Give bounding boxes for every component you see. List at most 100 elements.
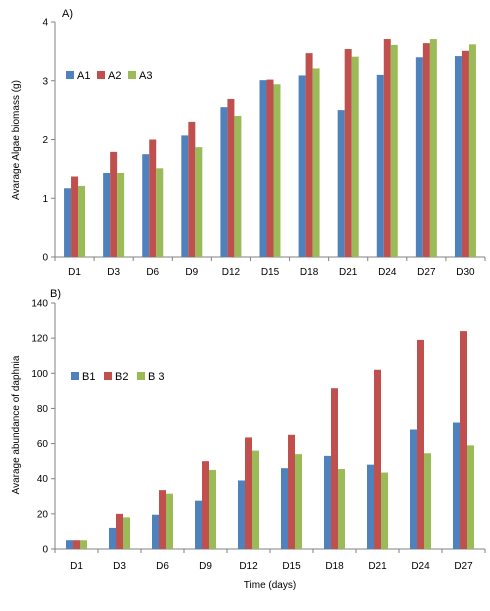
x-tick-label: D1 (68, 267, 81, 278)
bar-b3-d27 (467, 445, 474, 549)
bar-a3-d30 (468, 44, 476, 257)
y-tick-label: 40 (37, 474, 49, 485)
bar-a1-d15 (259, 80, 267, 257)
x-tick-label: D24 (411, 561, 430, 572)
x-tick-label: D21 (368, 561, 387, 572)
bar-b3-d1 (80, 540, 87, 549)
x-tick-label: D9 (199, 561, 212, 572)
legend-label-a1: A1 (77, 70, 90, 82)
legend-label-b2: B2 (115, 371, 128, 383)
bar-a3-d15 (273, 84, 281, 257)
bar-a2-d24 (383, 39, 391, 257)
bar-a3-d18 (312, 68, 320, 257)
legend-label-a2: A2 (108, 70, 121, 82)
legend-swatch-b3 (137, 372, 145, 380)
legend-swatch-a3 (128, 71, 136, 79)
bar-b2-d24 (417, 339, 424, 549)
bar-b1-d27 (453, 422, 460, 549)
legend: B1 B2 B 3 (71, 371, 165, 383)
bar-b1-d1 (66, 540, 73, 549)
y-axis-label: Avarage Algae biomass (g) (11, 80, 22, 200)
bar-a3-d12 (234, 116, 242, 257)
bar-b3-d3 (123, 517, 130, 549)
bar-a2-d12 (227, 98, 235, 258)
bar-a1-d6 (142, 154, 150, 257)
y-axis-label: Avarage abundance of daphnia (11, 355, 22, 494)
bar-b1-d15 (281, 468, 288, 549)
bar-b3-d24 (424, 453, 431, 549)
legend-label-b3: B 3 (148, 371, 165, 383)
bar-a2-d9 (188, 121, 196, 258)
bar-b3-d15 (295, 454, 302, 549)
bar-a3-d1 (78, 185, 86, 257)
x-tick-label: D18 (300, 267, 319, 278)
bar-a3-d6 (156, 168, 164, 257)
chart-algae-biomass: A) Avarage Algae biomass (g) A1 A2 A3 0 1… (11, 8, 486, 278)
legend-swatch-b1 (71, 372, 79, 380)
bar-a2-d27 (422, 43, 430, 258)
bar-b3-d12 (252, 450, 259, 549)
x-axis-label: Time (days) (244, 580, 296, 591)
bar-a3-d3 (117, 172, 125, 257)
bar-a2-d3 (110, 151, 118, 257)
chart-daphnia-abundance: B) Avarage abundance of daphnia Time (da… (11, 288, 486, 591)
legend: A1 A2 A3 (66, 70, 152, 82)
bar-b3-d9 (209, 469, 216, 549)
y-tick-label: 20 (37, 509, 49, 520)
x-tick-label: D12 (222, 267, 241, 278)
panel-label: B) (50, 288, 61, 300)
bar-a1-d30 (454, 56, 462, 257)
x-tick-label: D18 (325, 561, 344, 572)
bar-b1-d21 (367, 464, 374, 549)
x-tick-label: D6 (156, 561, 169, 572)
bar-b3-d18 (338, 469, 345, 549)
bar-b3-d6 (166, 493, 173, 549)
bar-b2-d9 (202, 461, 209, 549)
y-tick-label: 4 (42, 18, 48, 29)
legend-swatch-b2 (104, 372, 112, 380)
bar-a1-d24 (376, 74, 384, 258)
bar-b2-d3 (116, 513, 123, 549)
bar-b2-d12 (245, 437, 252, 549)
y-tick-label: 60 (37, 439, 49, 450)
bar-a1-d27 (415, 57, 423, 257)
bar-a2-d1 (71, 176, 79, 257)
legend-label-a3: A3 (139, 70, 152, 82)
x-tick-label: D15 (282, 561, 301, 572)
x-tick-label: D3 (113, 561, 126, 572)
bar-a3-d24 (390, 44, 398, 257)
bar-b2-d1 (73, 540, 80, 549)
x-tick-label: D1 (70, 561, 83, 572)
bar-a3-d27 (429, 39, 437, 257)
x-tick-label: D30 (456, 267, 475, 278)
bar-a2-d15 (266, 79, 274, 257)
legend-swatch-a1 (66, 71, 74, 79)
x-tick-label: D9 (185, 267, 198, 278)
bar-a2-d21 (344, 49, 352, 257)
bar-b1-d18 (324, 455, 331, 549)
bar-b1-d9 (195, 500, 202, 549)
bar-b1-d6 (152, 514, 159, 549)
y-tick-label: 2 (42, 135, 48, 146)
y-tick-label: 3 (42, 76, 48, 87)
bar-a1-d12 (220, 107, 228, 257)
y-tick-label: 80 (37, 404, 49, 415)
y-tick-label: 120 (31, 334, 48, 345)
bar-b2-d21 (374, 369, 381, 549)
x-tick-label: D27 (454, 561, 473, 572)
y-tick-label: 0 (42, 545, 48, 556)
bar-a1-d21 (337, 110, 345, 258)
bar-a2-d18 (305, 53, 313, 257)
bar-b2-d6 (159, 490, 166, 549)
y-tick-label: 140 (31, 299, 48, 310)
x-tick-label: D3 (107, 267, 120, 278)
x-tick-label: D27 (417, 267, 436, 278)
bar-a1-d9 (181, 135, 189, 257)
bar-a1-d1 (64, 188, 72, 257)
y-tick-label: 100 (31, 369, 48, 380)
y-tick-label: 0 (42, 253, 48, 264)
bar-a2-d30 (461, 50, 469, 257)
bar-b1-d24 (410, 429, 417, 549)
bar-b1-d3 (109, 527, 116, 549)
x-tick-label: D6 (146, 267, 159, 278)
